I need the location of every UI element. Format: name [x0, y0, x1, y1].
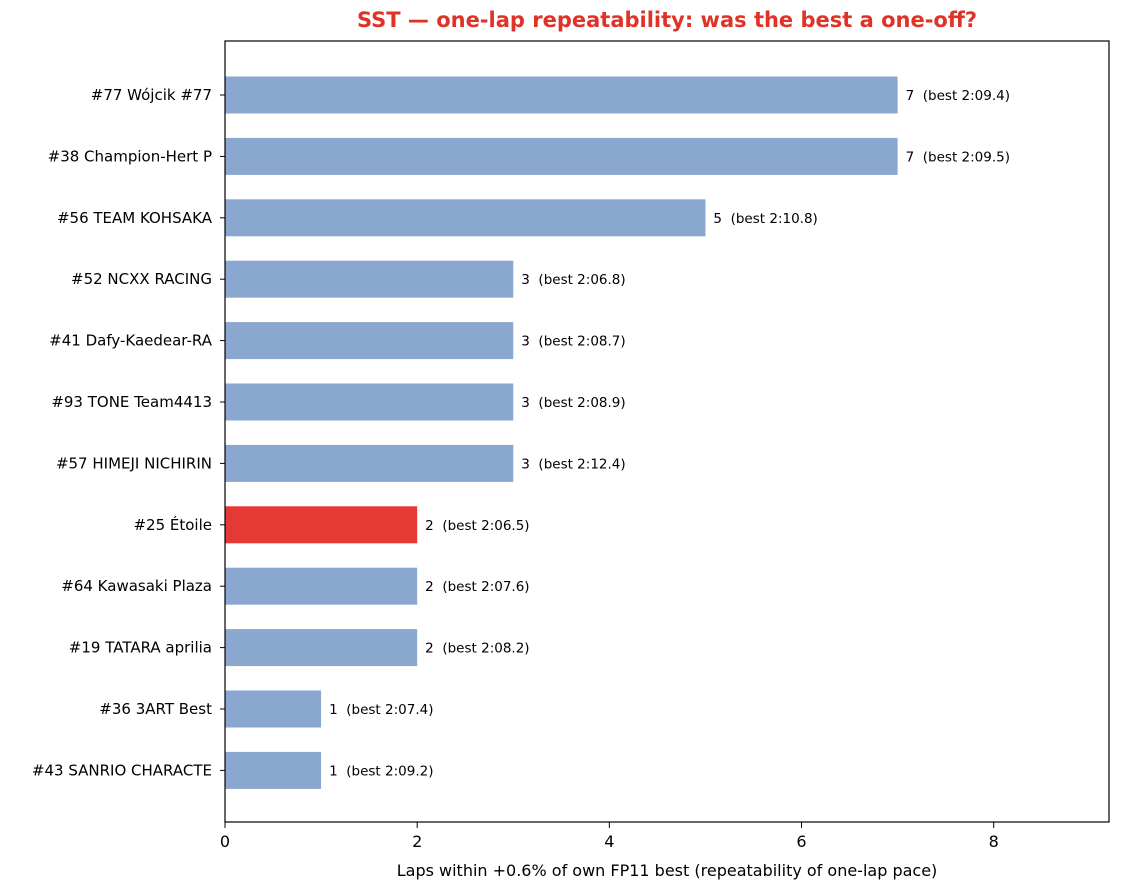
- value-label: 3 (best 2:06.8): [521, 272, 625, 288]
- value-label: 2 (best 2:08.2): [425, 641, 529, 657]
- x-tick-label: 4: [604, 832, 614, 851]
- category-label: #77 Wójcik #77: [91, 86, 212, 104]
- category-label: #25 Étoile: [133, 515, 212, 534]
- category-label: #57 HIMEJI NICHIRIN: [56, 454, 212, 472]
- bar: [225, 751, 322, 789]
- category-label: #41 Dafy-Kaedear-RA: [49, 332, 213, 350]
- chart-title: SST — one-lap repeatability: was the bes…: [356, 8, 978, 32]
- category-label: #38 Champion-Hert P: [48, 147, 212, 165]
- value-label: 1 (best 2:07.4): [329, 702, 433, 718]
- bars-layer: #77 Wójcik #77 7 (best 2:09.4) #38 Champio…: [32, 76, 1010, 789]
- value-label: 2 (best 2:06.5): [425, 518, 529, 534]
- category-label: #64 Kawasaki Plaza: [61, 577, 212, 595]
- value-label: 1 (best 2:09.2): [329, 763, 433, 779]
- category-label: #19 TATARA aprilia: [69, 639, 212, 657]
- category-label: #43 SANRIO CHARACTE: [32, 761, 212, 779]
- bar: [225, 506, 418, 544]
- x-tick-label: 2: [412, 832, 422, 851]
- value-label: 5 (best 2:10.8): [713, 211, 817, 227]
- x-tick-label: 8: [989, 832, 999, 851]
- x-tick-label: 6: [796, 832, 806, 851]
- bar: [225, 629, 418, 667]
- value-label: 3 (best 2:08.9): [521, 395, 625, 411]
- bar: [225, 76, 898, 114]
- category-label: #52 NCXX RACING: [71, 270, 212, 288]
- bar: [225, 260, 514, 298]
- bar: [225, 383, 514, 421]
- category-label: #36 3ART Best: [99, 700, 212, 718]
- x-axis-label: Laps within +0.6% of own FP11 best (repe…: [397, 861, 938, 880]
- x-tick-label: 0: [220, 832, 230, 851]
- value-label: 7 (best 2:09.5): [906, 149, 1010, 165]
- value-label: 3 (best 2:12.4): [521, 456, 625, 472]
- value-label: 2 (best 2:07.6): [425, 579, 529, 595]
- plot-frame: [224, 40, 1110, 823]
- bar: [225, 690, 322, 728]
- bar: [225, 444, 514, 482]
- value-label: 7 (best 2:09.4): [906, 88, 1010, 104]
- bar: [225, 567, 418, 605]
- bar: [225, 137, 898, 175]
- bar: [225, 322, 514, 360]
- x-axis: 0 2 4 6 8: [220, 822, 999, 851]
- bar: [225, 199, 706, 237]
- value-label: 3 (best 2:08.7): [521, 334, 625, 350]
- category-label: #93 TONE Team4413: [51, 393, 212, 411]
- category-label: #56 TEAM KOHSAKA: [57, 209, 213, 227]
